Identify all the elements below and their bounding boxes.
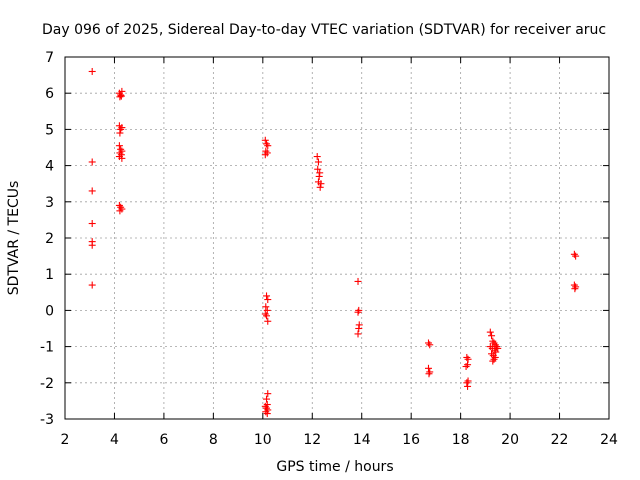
x-tick-label: 24 xyxy=(600,432,618,448)
data-point xyxy=(88,220,96,228)
data-point xyxy=(116,207,124,215)
data-point xyxy=(314,158,322,166)
data-point xyxy=(464,361,472,369)
data-point xyxy=(88,187,96,195)
data-point xyxy=(355,325,363,332)
data-point xyxy=(263,292,271,300)
data-point xyxy=(117,125,125,133)
data-point xyxy=(88,158,96,166)
x-tick-label: 12 xyxy=(303,432,321,448)
data-point xyxy=(262,303,270,311)
y-tick-label: 4 xyxy=(45,159,54,175)
chart-title: Day 096 of 2025, Sidereal Day-to-day VTE… xyxy=(42,22,606,38)
x-tick-label: 20 xyxy=(501,432,519,448)
y-tick-label: 7 xyxy=(45,50,54,66)
y-tick-label: 5 xyxy=(45,122,54,138)
data-point xyxy=(117,203,125,211)
data-point xyxy=(315,172,323,180)
data-point xyxy=(118,124,126,132)
data-point xyxy=(572,252,580,260)
y-tick-label: 3 xyxy=(45,195,54,211)
x-axis-label: GPS time / hours xyxy=(276,459,393,475)
data-point xyxy=(463,379,471,387)
data-point xyxy=(263,395,271,403)
data-point xyxy=(88,281,96,289)
data-point xyxy=(316,183,324,191)
plot-frame xyxy=(64,56,610,420)
x-tick-label: 16 xyxy=(402,432,420,448)
data-point xyxy=(261,136,269,144)
data-points xyxy=(88,67,580,418)
data-point xyxy=(425,370,433,378)
x-tick-label: 8 xyxy=(209,432,218,448)
data-point xyxy=(313,153,321,161)
y-tick-label: -2 xyxy=(40,376,54,392)
x-tick-label: 4 xyxy=(110,432,119,448)
grid xyxy=(65,57,609,419)
x-tick-label: 22 xyxy=(551,432,569,448)
data-point xyxy=(354,330,362,338)
data-point xyxy=(354,277,362,285)
data-point xyxy=(117,92,125,100)
y-tick-label: 1 xyxy=(45,267,54,283)
data-point xyxy=(116,129,124,137)
data-point xyxy=(317,180,325,188)
data-point xyxy=(263,140,271,148)
data-point xyxy=(263,312,271,320)
data-point xyxy=(462,363,470,371)
x-tick-label: 10 xyxy=(254,432,272,448)
data-point xyxy=(88,67,96,75)
y-tick-label: -1 xyxy=(40,340,54,356)
data-point xyxy=(314,165,322,173)
data-point xyxy=(115,142,123,150)
data-point xyxy=(263,404,271,412)
data-point xyxy=(426,341,434,349)
data-point xyxy=(264,317,272,325)
data-point xyxy=(116,93,124,101)
x-tick-label: 2 xyxy=(61,432,70,448)
y-axis-label: SDTVAR / TECUs xyxy=(6,181,22,296)
data-point xyxy=(572,283,580,291)
data-point xyxy=(424,339,432,347)
data-point xyxy=(464,382,472,390)
y-tick-label: 2 xyxy=(45,231,54,247)
data-point xyxy=(463,353,471,361)
data-point xyxy=(354,308,362,316)
data-point xyxy=(261,151,269,159)
data-point xyxy=(88,241,96,249)
data-point xyxy=(426,368,434,376)
data-point xyxy=(264,390,272,398)
data-point xyxy=(489,357,497,365)
data-point xyxy=(117,91,125,99)
data-point xyxy=(263,410,271,418)
data-point xyxy=(488,332,496,340)
x-tick-label: 6 xyxy=(159,432,168,448)
data-point xyxy=(570,250,578,258)
y-tick-label: 0 xyxy=(45,303,54,319)
data-point xyxy=(264,142,272,150)
data-point xyxy=(263,306,271,314)
data-point xyxy=(118,154,126,162)
data-point xyxy=(486,328,494,336)
y-tick-label: 6 xyxy=(45,86,54,102)
data-point xyxy=(571,285,579,293)
y-tick-label: -3 xyxy=(40,412,54,428)
x-tick-label: 14 xyxy=(353,432,371,448)
data-point xyxy=(355,306,363,314)
data-point xyxy=(117,145,125,153)
data-point xyxy=(264,296,272,304)
x-tick-label: 18 xyxy=(452,432,470,448)
